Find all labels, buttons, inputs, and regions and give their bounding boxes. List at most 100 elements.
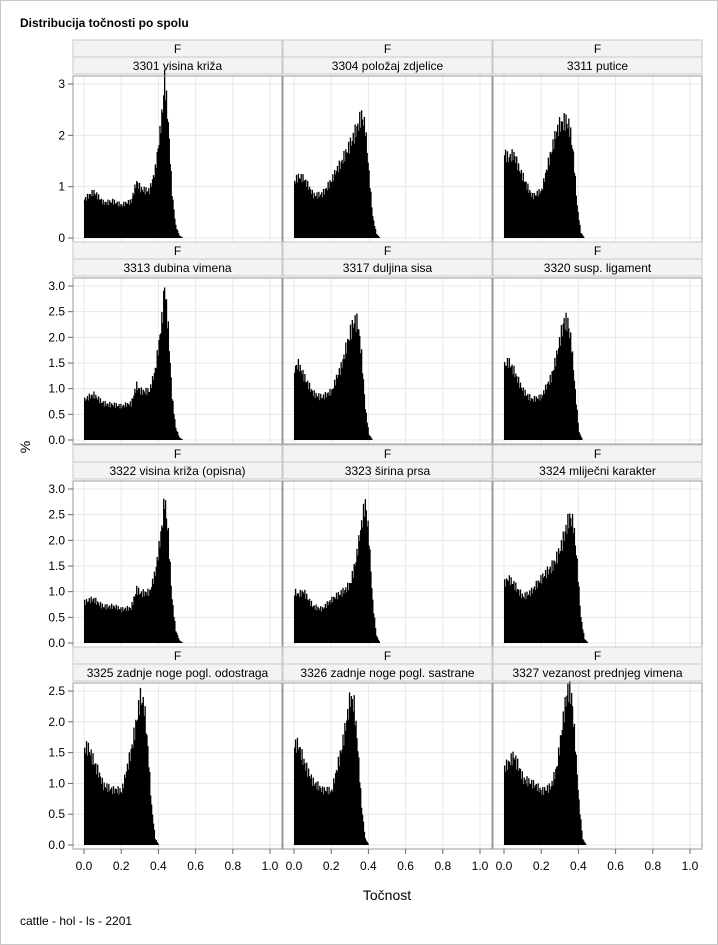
histogram-bar: [545, 578, 548, 643]
histogram-bar: [569, 513, 571, 643]
histogram-bar: [323, 194, 326, 238]
histogram-bar: [538, 792, 540, 845]
histogram-bar: [504, 362, 506, 440]
histogram-bar: [324, 188, 327, 238]
histogram-bar: [540, 191, 542, 238]
histogram-bar: [168, 351, 170, 440]
histogram-bar: [353, 563, 355, 643]
histogram-bar: [323, 399, 326, 440]
histogram-bar: [153, 177, 156, 238]
histogram-bar: [139, 192, 142, 238]
histogram-bar: [162, 323, 164, 440]
histogram-bar: [130, 203, 132, 238]
histogram-bar: [113, 199, 116, 238]
histogram-bar: [126, 203, 129, 238]
histogram-bar: [84, 599, 86, 643]
histogram-bar: [316, 192, 318, 238]
histogram-bar: [150, 804, 153, 845]
histogram-bar: [149, 771, 151, 845]
histogram-bar: [573, 723, 576, 845]
y-tick-label: 0.0: [48, 433, 65, 447]
histogram-bar: [349, 137, 352, 238]
histogram-bar: [532, 199, 535, 238]
histogram-bar: [508, 575, 510, 643]
y-tick-label: 2.0: [48, 533, 65, 547]
histogram-bar: [367, 427, 369, 440]
histogram-bar: [100, 198, 103, 238]
histogram-bar: [144, 194, 146, 238]
histogram-bar: [371, 438, 373, 440]
histogram-bar: [86, 602, 89, 643]
histogram-bar: [523, 598, 525, 643]
histogram-bar: [111, 608, 114, 643]
histogram-bar: [125, 611, 128, 643]
histogram-bar: [138, 182, 141, 238]
histogram-bar: [528, 594, 530, 643]
histogram-bar: [582, 629, 584, 643]
histogram-bar: [506, 580, 509, 643]
strip-sex-label: F: [384, 42, 391, 56]
histogram-bar: [154, 164, 157, 238]
histogram-bar: [333, 778, 335, 845]
histogram-bar: [333, 180, 335, 238]
histogram-bar: [326, 601, 328, 643]
histogram-bar: [571, 148, 574, 238]
histogram-bar: [136, 381, 138, 440]
histogram-bar: [329, 180, 331, 238]
histogram-bar: [297, 173, 300, 238]
histogram-bar: [506, 357, 509, 440]
histogram-bar: [581, 437, 583, 440]
histogram-bar: [578, 431, 580, 440]
histogram-bar: [167, 527, 170, 643]
histogram-bar: [337, 756, 340, 845]
histogram-bar: [116, 406, 118, 440]
histogram-bar: [517, 588, 519, 643]
histogram-bar: [326, 393, 328, 440]
histogram-bar: [507, 760, 510, 845]
histogram-bar: [519, 382, 522, 440]
histogram-bar: [325, 187, 327, 238]
histogram-bar: [149, 391, 151, 440]
histogram-bar: [150, 384, 152, 440]
histogram-bar: [523, 182, 525, 238]
histogram-bar: [121, 612, 123, 643]
histogram-bar: [127, 610, 130, 643]
histogram-bar: [126, 403, 129, 440]
histogram-bar: [86, 396, 89, 440]
histogram-bar: [339, 375, 341, 440]
histogram-bar: [344, 589, 346, 643]
histogram-bar: [376, 637, 379, 643]
histogram-bar: [180, 641, 183, 643]
histogram-bar: [358, 329, 360, 440]
histogram-bar: [543, 576, 546, 643]
histogram-bar: [109, 790, 111, 845]
histogram-bar: [150, 183, 152, 238]
histogram-bar: [128, 607, 130, 643]
histogram-bar: [533, 192, 536, 238]
histogram-bar: [315, 604, 317, 643]
x-tick-label: 1.0: [472, 859, 489, 873]
histogram-bar: [550, 153, 552, 238]
histogram-bar: [557, 354, 559, 440]
histogram-bar: [172, 400, 174, 440]
histogram-bar: [102, 790, 104, 845]
histogram-bar: [164, 100, 167, 238]
histogram-bar: [513, 151, 515, 238]
histogram-bar: [120, 791, 122, 845]
histogram-bar: [299, 747, 301, 845]
histogram-bar: [365, 132, 367, 238]
histogram-bar: [316, 789, 318, 845]
histogram-bar: [558, 117, 561, 238]
histogram-bar: [150, 388, 153, 440]
histogram-bar: [337, 592, 340, 643]
histogram-bar: [137, 719, 139, 845]
histogram-bar: [542, 190, 544, 238]
histogram-bar: [537, 399, 539, 440]
histogram-bar: [318, 608, 320, 643]
histogram-bar: [117, 786, 119, 845]
histogram-bar: [559, 551, 562, 643]
histogram-bar: [577, 789, 579, 845]
histogram-bar: [555, 366, 557, 440]
histogram-bar: [147, 388, 149, 440]
histogram-bar: [319, 400, 321, 440]
